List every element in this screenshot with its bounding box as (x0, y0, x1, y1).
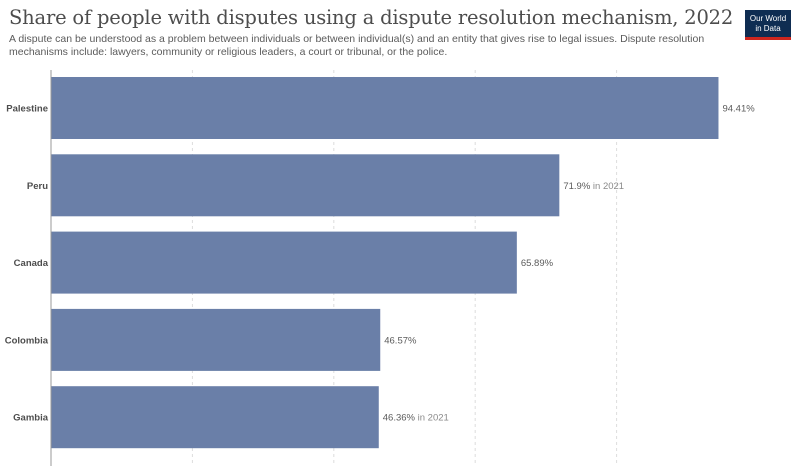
logo-line2: in Data (755, 23, 781, 33)
value-label: 94.41% (722, 104, 755, 115)
value-label-number: 46.36% (383, 413, 416, 424)
category-label: Colombia (5, 335, 49, 346)
category-label: Gambia (13, 413, 49, 424)
value-label-number: 94.41% (722, 104, 755, 115)
value-label: 46.57% (384, 335, 417, 346)
logo-line1: Our World (749, 14, 787, 23)
value-label-number: 71.9% (563, 181, 590, 192)
bar (51, 154, 560, 217)
category-label: Canada (14, 258, 49, 269)
bar (51, 308, 381, 371)
category-label: Palestine (6, 104, 48, 115)
value-label: 71.9% in 2021 (563, 181, 624, 192)
bar (51, 386, 379, 449)
owid-logo[interactable]: Our World in Data (745, 10, 791, 40)
chart-title: Share of people with disputes using a di… (9, 6, 734, 29)
value-label: 46.36% in 2021 (383, 413, 449, 424)
chart-subtitle: A dispute can be understood as a problem… (9, 33, 705, 58)
bar (51, 77, 719, 139)
value-label: 65.89% (521, 258, 554, 269)
value-label-number: 65.89% (521, 258, 554, 269)
bar (51, 231, 517, 294)
value-label-note: in 2021 (415, 413, 449, 424)
value-label-number: 46.57% (384, 335, 417, 346)
value-label-note: in 2021 (590, 181, 624, 192)
category-label: Peru (27, 181, 48, 192)
